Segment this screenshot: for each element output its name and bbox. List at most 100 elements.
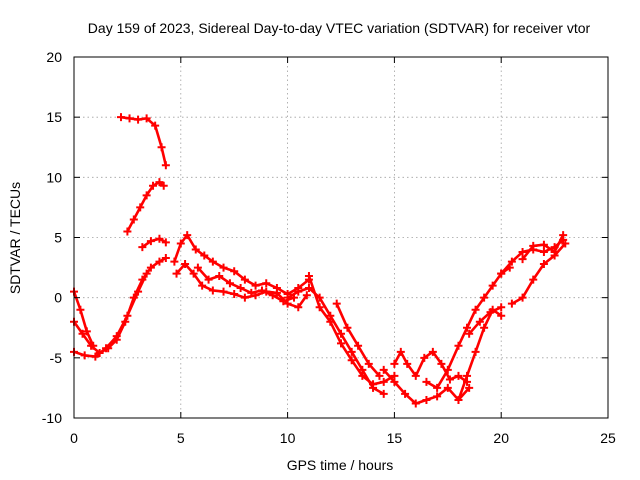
data-point: [198, 281, 207, 290]
data-point: [379, 365, 388, 374]
data-point: [304, 284, 313, 293]
data-point: [332, 299, 341, 308]
data-point: [475, 317, 484, 326]
data-point: [138, 243, 147, 252]
series-line: [126, 180, 165, 233]
x-tick-label: 0: [70, 430, 78, 446]
data-point: [272, 288, 281, 297]
data-point: [76, 305, 85, 314]
data-point: [172, 269, 181, 278]
series-track-q: [465, 303, 506, 338]
data-point: [87, 341, 96, 350]
series-line: [72, 272, 148, 358]
data-point: [257, 286, 266, 295]
series-line: [72, 256, 168, 355]
series-track-d: [116, 113, 170, 170]
series-track-h: [172, 259, 311, 312]
x-tick-label: 25: [600, 430, 616, 446]
data-point: [161, 253, 170, 262]
data-point: [116, 113, 125, 122]
data-point: [488, 281, 497, 290]
data-point: [155, 257, 164, 266]
data-point: [529, 241, 538, 250]
series-line: [467, 305, 503, 336]
series-track-e: [123, 178, 168, 236]
series-track-f: [138, 234, 170, 252]
data-point: [215, 272, 224, 281]
x-tick-label: 15: [387, 430, 403, 446]
data-point: [411, 371, 420, 380]
series-line: [173, 233, 311, 296]
data-point: [443, 365, 452, 374]
data-point: [161, 238, 170, 247]
data-point: [529, 275, 538, 284]
data-point: [268, 291, 277, 300]
x-tick-label: 20: [493, 430, 509, 446]
data-point: [142, 114, 151, 123]
data-point: [369, 380, 378, 389]
grid-lines: [74, 57, 608, 418]
data-point: [518, 293, 527, 302]
series-track-o: [422, 263, 514, 392]
data-point: [463, 371, 472, 380]
data-point: [170, 257, 179, 266]
data-point: [176, 239, 185, 248]
data-point: [155, 234, 164, 243]
data-point: [225, 279, 234, 288]
series-track-t: [518, 231, 568, 264]
data-point: [507, 257, 516, 266]
data-point: [401, 389, 410, 398]
data-point: [80, 351, 89, 360]
data-point: [294, 287, 303, 296]
data-point: [518, 247, 527, 256]
data-point: [347, 347, 356, 356]
data-point: [364, 359, 373, 368]
x-tick-label: 10: [280, 430, 296, 446]
data-point: [230, 267, 239, 276]
data-point: [403, 359, 412, 368]
data-point: [123, 227, 132, 236]
data-point: [411, 399, 420, 408]
series-line: [141, 237, 168, 249]
data-point: [454, 341, 463, 350]
data-point: [146, 263, 155, 272]
data-point: [326, 317, 335, 326]
series-track-l: [332, 299, 384, 380]
series-track-m: [379, 365, 474, 408]
series-track-n: [390, 347, 472, 386]
data-point: [304, 272, 313, 281]
data-point: [550, 247, 559, 256]
data-point: [343, 323, 352, 332]
data-point: [422, 395, 431, 404]
data-point: [294, 303, 303, 312]
data-point: [134, 287, 143, 296]
data-point: [396, 347, 405, 356]
data-point: [157, 143, 166, 152]
data-point: [102, 344, 111, 353]
data-point: [82, 327, 91, 336]
data-point: [315, 303, 324, 312]
data-point: [379, 389, 388, 398]
data-point: [112, 332, 121, 341]
data-point: [134, 115, 143, 124]
data-point: [390, 359, 399, 368]
data-point: [155, 178, 164, 187]
data-point: [208, 286, 217, 295]
y-tick-label: -10: [42, 410, 62, 426]
y-tick-label: 10: [46, 169, 62, 185]
data-point: [358, 371, 367, 380]
data-point: [471, 305, 480, 314]
y-tick-label: 0: [54, 290, 62, 306]
data-point: [561, 239, 570, 248]
data-point: [142, 269, 151, 278]
data-point: [91, 352, 100, 361]
data-point: [480, 323, 489, 332]
data-point: [230, 290, 239, 299]
data-point: [240, 275, 249, 284]
data-point: [559, 231, 568, 240]
data-point: [191, 245, 200, 254]
data-point: [183, 231, 192, 240]
y-tick-label: 15: [46, 109, 62, 125]
data-point: [518, 255, 527, 264]
